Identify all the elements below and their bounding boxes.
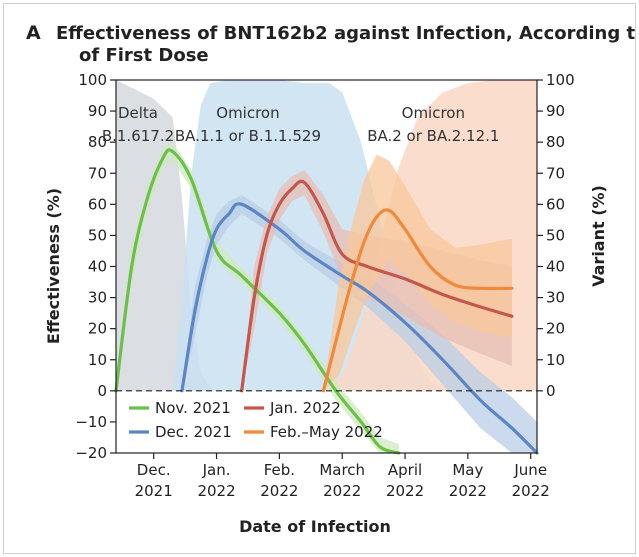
legend: Nov. 2021 Dec. 2021 Jan. 2022 Feb.–May 2022: [129, 399, 383, 441]
chart-title-line-1: Effectiveness of BNT162b2 against Infect…: [56, 23, 635, 44]
panel-letter: A: [26, 22, 41, 44]
x-tick-label-year: 2022: [260, 482, 298, 500]
y2-tick-label: 0: [546, 382, 556, 400]
y2-tick-label: 20: [546, 320, 565, 338]
confidence-band-2: [182, 195, 537, 453]
figure-frame: A Effectiveness of BNT162b2 against Infe…: [3, 3, 636, 554]
y-tick-label: −20: [75, 444, 107, 462]
variant-label-3-lineage: BA.2 or BA.2.12.1: [367, 127, 499, 145]
confidence-band-3: [241, 170, 512, 391]
x-tick-label: March: [319, 461, 365, 479]
confidence-band-4: [323, 154, 512, 391]
y-axis-label: Effectiveness (%): [44, 188, 63, 344]
y2-tick-label: 80: [546, 133, 565, 151]
y-tick-label: 90: [88, 102, 107, 120]
y2-tick-label: 40: [546, 258, 565, 276]
chart-title-line-2: of First Dose: [79, 45, 209, 66]
y-tick-label: 30: [88, 289, 107, 307]
y-tick-label: 60: [88, 195, 107, 213]
y2-axis-label: Variant (%): [589, 185, 608, 287]
x-tick-label: June: [513, 461, 547, 479]
variant-label-3: Omicron: [402, 104, 465, 122]
x-tick-label: April: [388, 461, 422, 479]
axes: 1009080706050403020100−10−20100908070605…: [75, 71, 574, 500]
y-tick-label: −10: [75, 413, 107, 431]
y2-tick-label: 60: [546, 195, 565, 213]
y-tick-label: 100: [78, 71, 107, 89]
y-tick-label: 40: [88, 258, 107, 276]
variant-labels: Delta B.1.617.2 Omicron BA.1.1 or B.1.1.529…: [102, 104, 500, 145]
legend-label-3: Jan. 2022: [269, 399, 341, 417]
y2-tick-label: 100: [546, 71, 575, 89]
effectiveness-line-2: [180, 202, 539, 455]
x-tick-label: Dec.: [137, 461, 171, 479]
legend-label-2: Dec. 2021: [155, 423, 232, 441]
y-tick-label: 0: [97, 382, 107, 400]
legend-label-1: Nov. 2021: [155, 399, 231, 417]
effectiveness-line-4: [321, 208, 514, 393]
x-axis-label: Date of Infection: [239, 517, 391, 536]
x-tick-label-year: 2021: [135, 482, 173, 500]
y2-tick-label: 70: [546, 164, 565, 182]
x-tick-label: May: [452, 461, 483, 479]
y-tick-label: 80: [88, 133, 107, 151]
y2-tick-label: 30: [546, 289, 565, 307]
y-tick-label: 20: [88, 320, 107, 338]
x-tick-label-year: 2022: [386, 482, 424, 500]
effectiveness-line-3: [240, 179, 514, 393]
variant-label-2-lineage: BA.1.1 or B.1.1.529: [175, 127, 321, 145]
x-tick-label-year: 2022: [512, 482, 550, 500]
y2-tick-label: 50: [546, 226, 565, 244]
variant-label-1: Delta: [118, 104, 158, 122]
y-tick-label: 50: [88, 226, 107, 244]
variant-label-2: Omicron: [216, 104, 279, 122]
legend-label-4: Feb.–May 2022: [270, 423, 383, 441]
effectiveness-line-1: [114, 148, 401, 455]
x-tick-label-year: 2022: [449, 482, 487, 500]
variant-label-1-lineage: B.1.617.2: [102, 127, 174, 145]
x-tick-label-year: 2022: [323, 482, 361, 500]
x-tick-label: Jan.: [202, 461, 231, 479]
effectiveness-chart: A Effectiveness of BNT162b2 against Infe…: [26, 22, 635, 536]
y-tick-label: 70: [88, 164, 107, 182]
y-tick-label: 10: [88, 351, 107, 369]
effectiveness-lines: [114, 148, 539, 455]
x-tick-label: Feb.: [264, 461, 295, 479]
x-tick-label-year: 2022: [197, 482, 235, 500]
y2-tick-label: 90: [546, 102, 565, 120]
y2-tick-label: 10: [546, 351, 565, 369]
